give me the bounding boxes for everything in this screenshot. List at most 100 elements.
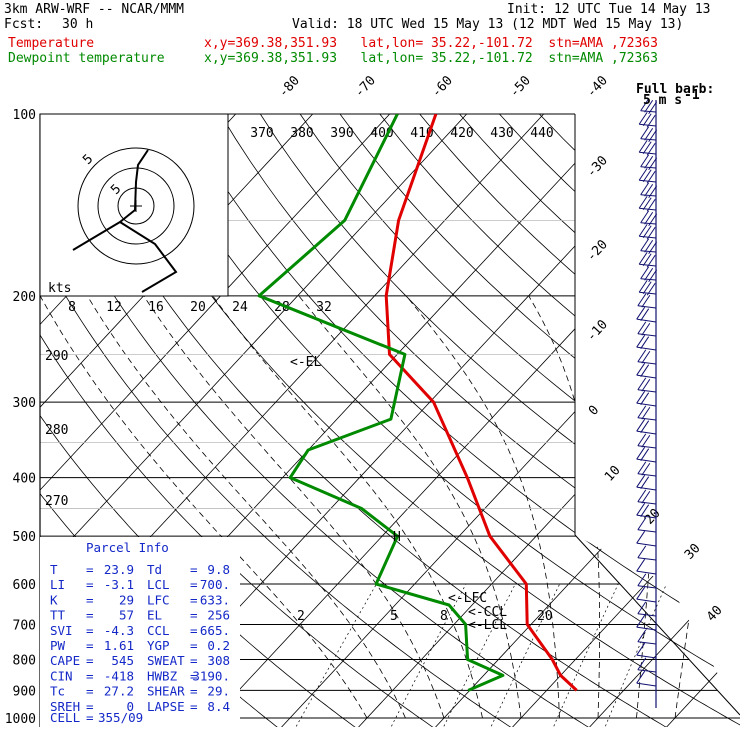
- wind-barb: [636, 446, 657, 463]
- forecast-label: Fcst:: [4, 17, 44, 32]
- wind-barb: [636, 502, 657, 519]
- pressure-label-900: 900: [13, 684, 36, 699]
- wind-barb-flag: [638, 223, 648, 237]
- wind-barb-flag: [648, 157, 658, 171]
- wind-barb-flag: [640, 308, 650, 321]
- parcel-label: SREH: [50, 699, 80, 714]
- wind-barb-flag: [642, 141, 652, 155]
- theta-label: 390: [330, 126, 353, 141]
- parcel-eq: =: [86, 668, 94, 683]
- wind-barb-flag: [644, 127, 654, 141]
- wind-barb-flag: [640, 266, 650, 280]
- theta-label: 380: [290, 126, 313, 141]
- dry-adiabat: [180, 114, 740, 727]
- parcel-label: YGP: [147, 638, 170, 653]
- isotherm-label-top: -80: [276, 73, 303, 100]
- parcel-label: SVI: [50, 623, 73, 638]
- wind-barb: [637, 489, 657, 505]
- parcel-eq: =: [190, 699, 198, 714]
- wind-barb-flag: [641, 434, 651, 448]
- dewpoint-legend: Dewpoint temperature: [8, 51, 165, 66]
- parcel-eq: =: [190, 638, 198, 653]
- pressure-label-600: 600: [13, 578, 36, 593]
- wind-barb-flag: [646, 254, 656, 268]
- wind-barb: [640, 238, 658, 255]
- wind-barb: [637, 517, 657, 533]
- wind-barb-flag: [636, 670, 646, 684]
- wind-barb-flag: [640, 154, 650, 168]
- wind-barb: [637, 349, 657, 365]
- wind-barb-flag: [646, 198, 656, 212]
- wind-barb-flag: [636, 558, 646, 572]
- dry-adiabat: [459, 114, 740, 727]
- wind-barb-staff: [637, 417, 657, 421]
- wind-barb-flag: [638, 111, 648, 125]
- wind-barb-flag: [641, 350, 651, 364]
- parcel-label: K: [50, 592, 58, 607]
- dry-adiabat: [100, 114, 740, 727]
- wind-barb-staff: [640, 166, 657, 169]
- wind-barb-staff: [640, 194, 657, 197]
- wind-legend-value: 5 m s: [643, 93, 682, 108]
- mixing-ratio-label: 20: [537, 609, 553, 624]
- isotherm-label-top: -50: [507, 73, 534, 100]
- wind-barb-flag: [640, 504, 650, 517]
- wind-barb-flag: [640, 392, 650, 405]
- wind-barb-flag: [640, 364, 650, 377]
- parcel-eq: =: [86, 684, 94, 699]
- wind-barb-flag: [641, 378, 651, 392]
- wind-barb-flag: [642, 197, 652, 211]
- pressure-label-200: 200: [13, 290, 36, 305]
- speed-tick-label: 8: [68, 300, 76, 315]
- wind-barb-flag: [638, 279, 648, 293]
- parcel-value: 665.: [200, 623, 230, 638]
- dry-adiabat: [220, 114, 740, 727]
- wind-barb-staff: [636, 626, 657, 631]
- wind-barb-staff: [636, 430, 657, 435]
- theta-label: 370: [250, 126, 273, 141]
- wind-barb-flag: [642, 281, 652, 295]
- isotherm-label-right: -10: [584, 317, 611, 344]
- wind-barb: [637, 657, 657, 673]
- wind-barb: [638, 279, 657, 296]
- wind-barb-flag: [641, 490, 651, 504]
- parcel-cell-value: 355/09: [98, 710, 143, 725]
- mixing-ratio-line: [551, 583, 619, 727]
- wind-barb-flag: [637, 321, 647, 335]
- parcel-value: 23.9: [104, 562, 134, 577]
- parcel-label: EL: [147, 608, 162, 623]
- wind-barb-flag: [648, 101, 658, 115]
- wind-barb-staff: [637, 669, 657, 673]
- isotherm-label-top: -40: [584, 73, 611, 100]
- parcel-value: 29.: [207, 684, 230, 699]
- wind-barb-flag: [648, 241, 658, 255]
- wind-barb: [637, 573, 657, 589]
- wind-barb-flag: [636, 586, 646, 600]
- wind-barb: [636, 390, 657, 407]
- parcel-eq: =: [190, 592, 198, 607]
- wind-barb-flag: [646, 282, 656, 296]
- wind-barb-staff: [636, 318, 657, 323]
- wind-barb-flag: [640, 476, 650, 489]
- wind-barb: [636, 530, 657, 547]
- wind-barb: [636, 670, 657, 687]
- parcel-info-row: TT = 57 EL = 256: [50, 608, 230, 623]
- wind-barb-flag: [636, 502, 646, 516]
- parcel-eq: =: [190, 562, 198, 577]
- mixing-ratio-line: [388, 583, 467, 727]
- wind-barb-flag: [638, 251, 648, 265]
- wind-barb-flag: [636, 642, 646, 656]
- wind-barb-flag: [640, 336, 650, 349]
- parcel-label: SWEAT: [147, 653, 185, 668]
- parcel-info-row: SVI = -4.3 CCL = 665.: [50, 623, 230, 638]
- parcel-label: CAPE: [50, 653, 80, 668]
- wind-barb-flag: [638, 195, 648, 209]
- wind-barb-flag: [641, 322, 651, 336]
- isotherm-label-right: 40: [704, 603, 726, 625]
- wind-barb-flag: [636, 390, 646, 404]
- parcel-value: 1.61: [104, 638, 134, 653]
- wind-barb-flag: [640, 182, 650, 196]
- wind-barb-staff: [639, 291, 657, 295]
